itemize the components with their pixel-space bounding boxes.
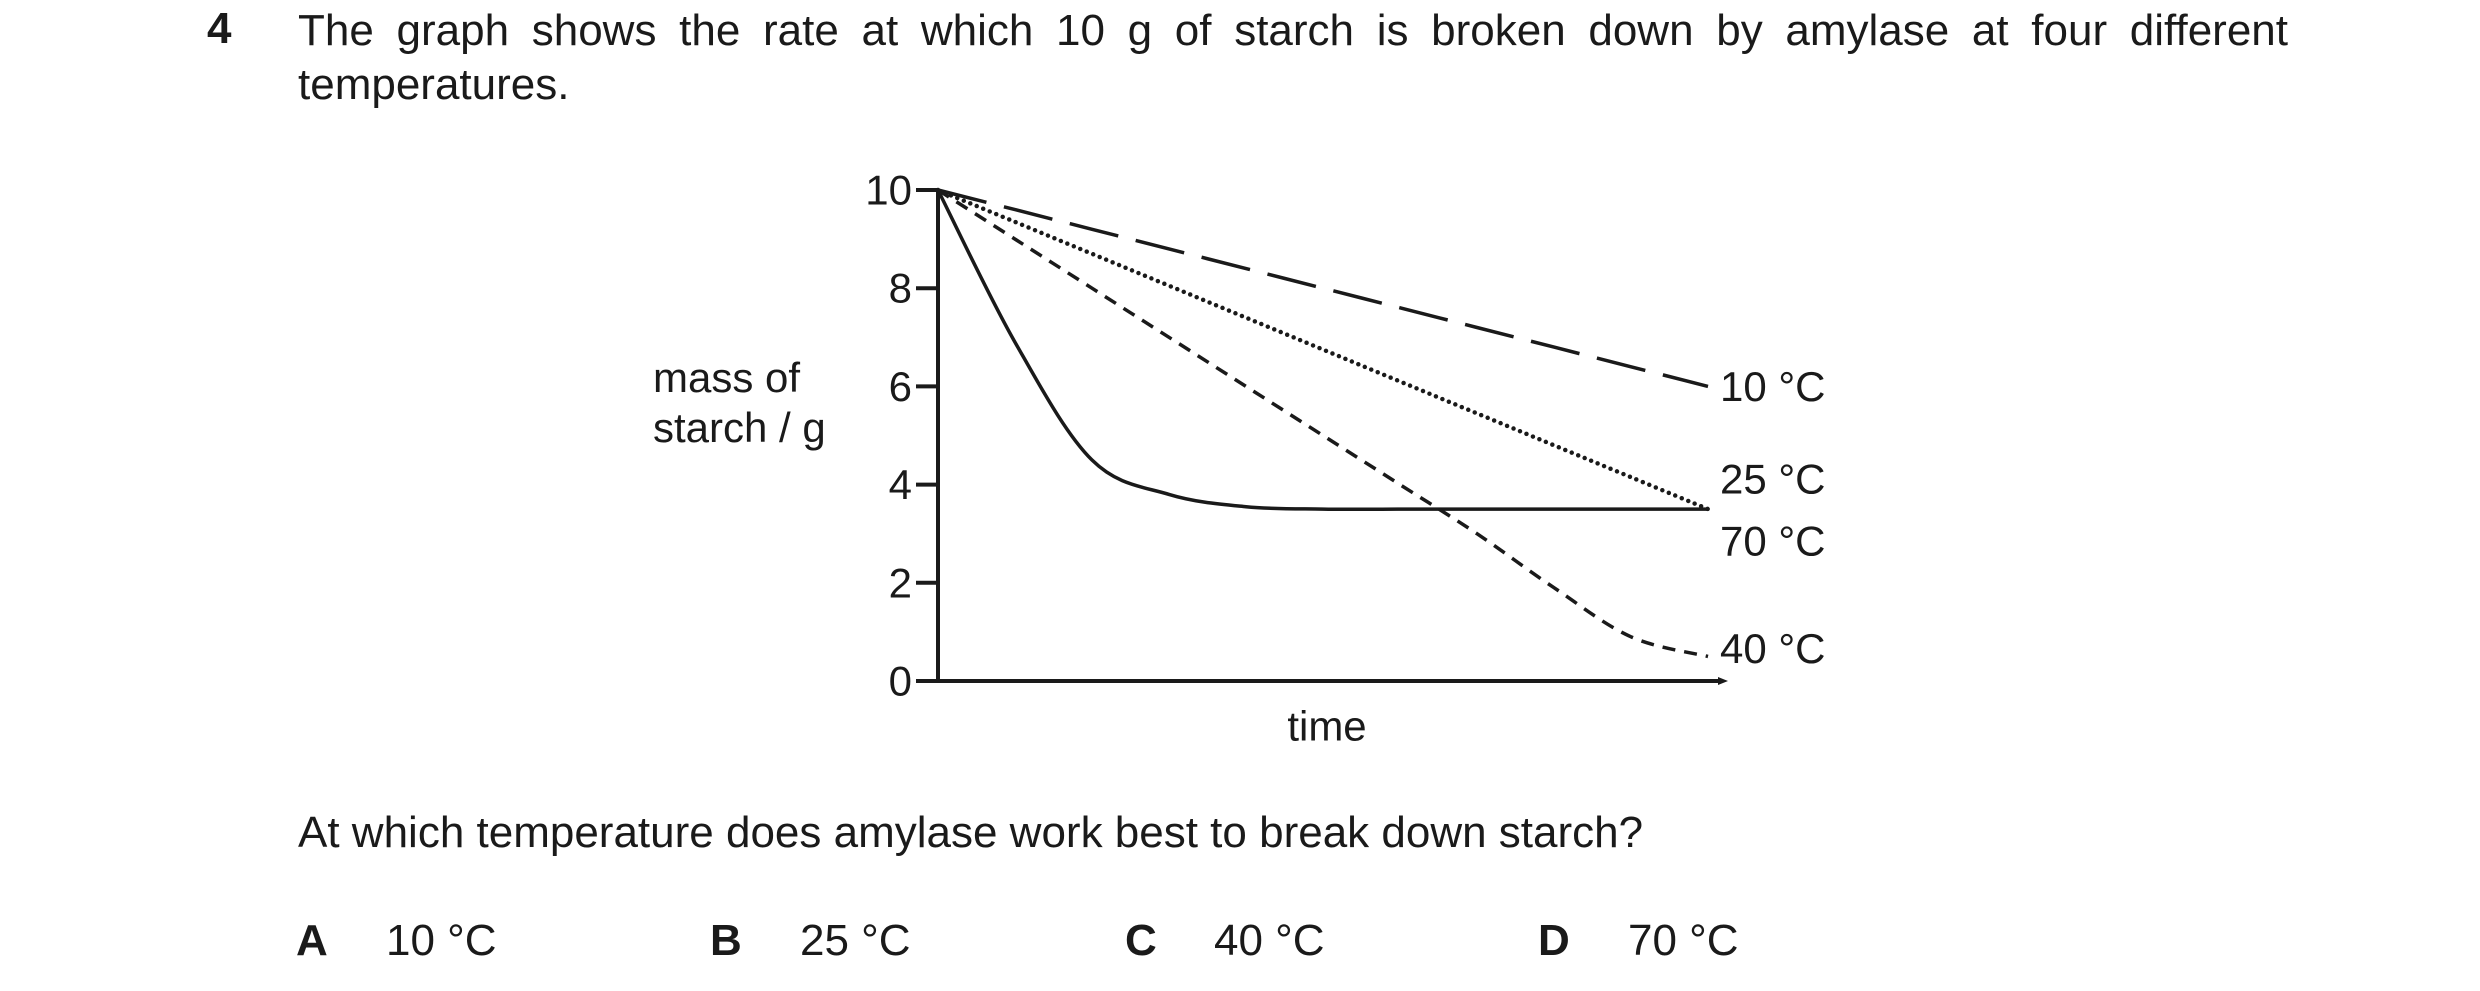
- series-label-1: 25 °C: [1720, 456, 1826, 503]
- option-d-text[interactable]: 70 °C: [1628, 916, 1739, 965]
- y-axis-label: mass of starch / g: [653, 354, 826, 451]
- series-lines: [935, 187, 1711, 659]
- chart-labels: mass of starch / g time 10 °C 25 °C 70 °C 40 °…: [653, 354, 1826, 750]
- series-label-0: 10 °C: [1720, 363, 1826, 410]
- option-c-text[interactable]: 40 °C: [1214, 916, 1325, 965]
- y-axis-label-line: mass of: [653, 354, 800, 401]
- option-b-letter[interactable]: B: [710, 916, 742, 965]
- y-tick-label-8: 8: [889, 265, 912, 312]
- y-tick-label-0: 0: [889, 658, 912, 705]
- series-line-3: [937, 188, 1709, 659]
- series-line-0: [937, 188, 1709, 389]
- y-axis-label-line: starch / g: [653, 404, 826, 451]
- option-d-letter[interactable]: D: [1538, 916, 1570, 965]
- option-b-text[interactable]: 25 °C: [800, 916, 911, 965]
- y-tick-label-4: 4: [889, 461, 912, 508]
- starch-breakdown-graph: 0 2 4 6 8 10 mass of starch / g time 10 °C 25 °C 7…: [653, 167, 1826, 750]
- series-label-3: 40 °C: [1720, 625, 1826, 672]
- y-tick-label-6: 6: [889, 363, 912, 410]
- series-label-2: 70 °C: [1720, 518, 1826, 565]
- option-a-text[interactable]: 10 °C: [386, 916, 497, 965]
- option-a-letter[interactable]: A: [296, 916, 328, 965]
- question-stem: The graph shows the rate at which 10 g o…: [298, 6, 2288, 109]
- series-line-2: [936, 188, 1710, 512]
- y-tick-label-2: 2: [889, 559, 912, 606]
- question-number: 4: [207, 4, 232, 53]
- axes: [936, 190, 1728, 685]
- y-tick-label-10: 10: [865, 167, 912, 214]
- question-prompt: At which temperature does amylase work b…: [298, 808, 1644, 857]
- y-ticks: 0 2 4 6 8 10: [865, 167, 938, 705]
- series-line-1: [935, 187, 1711, 512]
- option-c-letter[interactable]: C: [1125, 916, 1157, 965]
- x-axis-label: time: [1287, 703, 1366, 750]
